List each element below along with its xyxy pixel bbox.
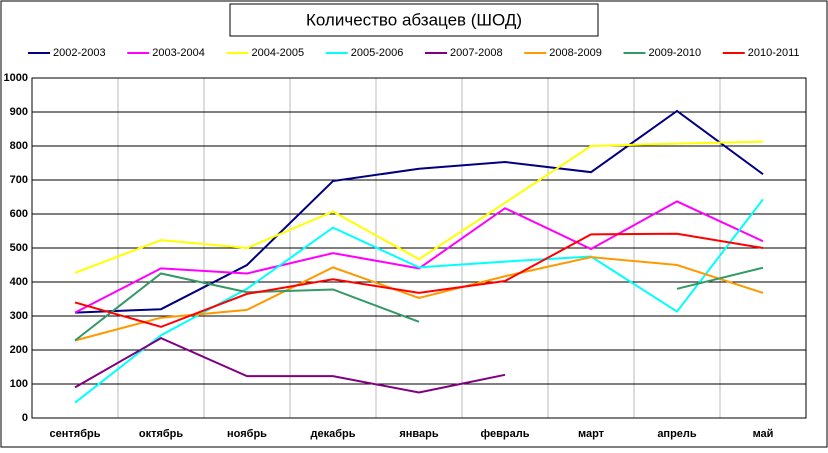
- series-line: [74, 336, 506, 394]
- x-tick-label: май: [753, 428, 774, 440]
- y-tick-label: 700: [10, 174, 28, 186]
- x-tick-label: апрель: [657, 428, 697, 440]
- x-tick-label: сентябрь: [50, 428, 101, 440]
- y-tick-label: 200: [10, 344, 28, 356]
- legend-label: 2005-2006: [351, 47, 404, 59]
- legend-label: 2008-2009: [549, 47, 602, 59]
- series-line: [74, 198, 764, 404]
- legend-label: 2010-2011: [748, 47, 800, 59]
- chart-title: Количество абзацев (ШОД): [306, 10, 522, 29]
- series-line: [74, 200, 764, 314]
- y-tick-label: 800: [10, 140, 28, 152]
- x-tick-label: январь: [399, 428, 439, 440]
- series-line: [74, 140, 764, 274]
- y-tick-label: 600: [10, 208, 28, 220]
- y-tick-label: 1000: [4, 72, 28, 84]
- x-tick-label: ноябрь: [227, 428, 267, 440]
- y-tick-label: 500: [10, 242, 28, 254]
- x-tick-label: февраль: [481, 428, 530, 440]
- legend-label: 2007-2008: [450, 47, 503, 59]
- legend-label: 2009-2010: [649, 47, 702, 59]
- plot-border: [31, 77, 807, 419]
- y-tick-label: 0: [22, 412, 28, 424]
- x-tick-label: март: [578, 428, 605, 440]
- legend-label: 2002-2003: [53, 47, 106, 59]
- series-line: [74, 109, 764, 314]
- y-tick-label: 100: [10, 378, 28, 390]
- legend-label: 2004-2005: [252, 47, 305, 59]
- series-line: [74, 266, 764, 342]
- y-tick-label: 900: [10, 106, 28, 118]
- y-tick-label: 300: [10, 310, 28, 322]
- x-tick-label: декабрь: [311, 428, 356, 440]
- title-box: [229, 3, 599, 37]
- y-tick-label: 400: [10, 276, 28, 288]
- x-tick-label: октябрь: [139, 428, 184, 440]
- series-line: [74, 232, 764, 328]
- legend-label: 2003-2004: [152, 47, 205, 59]
